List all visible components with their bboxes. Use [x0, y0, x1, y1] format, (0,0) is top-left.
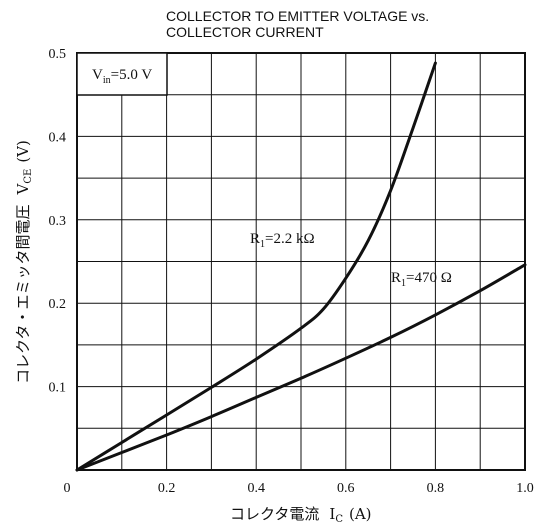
plot-frame: [76, 52, 526, 471]
condition-label: Vin=5.0 V: [92, 67, 152, 86]
y-tick-label: 0.4: [49, 130, 67, 145]
series-line-1: [75, 263, 527, 472]
series-0-label: R1=2.2 kΩ: [250, 231, 315, 250]
x-tick-label: 1.0: [516, 481, 534, 496]
chart-subtitle: COLLECTOR CURRENT: [166, 24, 324, 40]
series-line-0: [75, 61, 437, 472]
grid: [77, 53, 525, 470]
x-tick-label: 0.8: [427, 481, 445, 496]
x-tick-label: 0.6: [337, 481, 355, 496]
x-tick-label: 0: [64, 481, 71, 496]
tick-labels: 0 0.2 0.4 0.6 0.8 1.0 0.1 0.2 0.3 0.4 0.5: [49, 47, 534, 496]
y-tick-label: 0.1: [49, 381, 67, 396]
y-tick-label: 0.2: [49, 297, 67, 312]
y-tick-label: 0.3: [49, 214, 67, 229]
y-tick-label: 0.5: [49, 47, 67, 62]
condition-box: [76, 52, 168, 96]
chart-title: COLLECTOR TO EMITTER VOLTAGE vs.: [166, 8, 429, 24]
x-tick-label: 0.2: [158, 481, 176, 496]
x-axis-label: コレクタ電流 IC (A): [230, 505, 372, 525]
series-layer: [75, 61, 527, 472]
y-axis-label: コレクタ・エミッタ間電圧VCE(V): [14, 140, 34, 384]
series-1-label: R1=470 Ω: [391, 270, 452, 289]
x-tick-label: 0.4: [247, 481, 265, 496]
